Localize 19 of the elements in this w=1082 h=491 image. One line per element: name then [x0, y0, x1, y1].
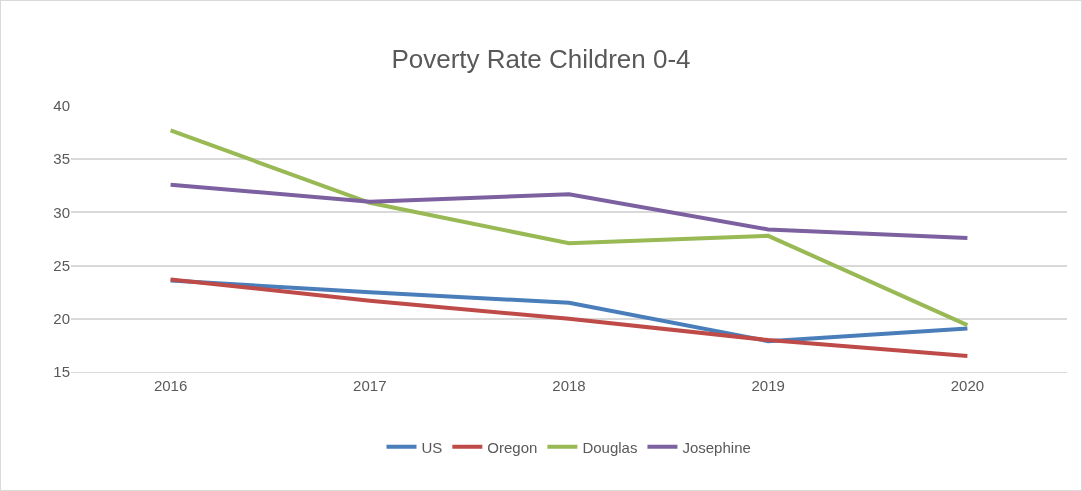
- x-tick-label: 2018: [552, 377, 586, 394]
- y-tick-label: 20: [53, 310, 70, 328]
- legend-label: Josephine: [682, 438, 751, 456]
- legend-label: Oregon: [487, 438, 538, 456]
- line-series: [168, 182, 970, 240]
- legend-label: Douglas: [582, 438, 638, 456]
- y-tick-label: 15: [53, 363, 70, 381]
- chart-title: Poverty Rate Children 0-4: [391, 44, 691, 75]
- y-tick-label: 30: [53, 203, 70, 221]
- x-tick-label: 2019: [751, 377, 785, 394]
- y-tick-label: 35: [53, 150, 70, 168]
- x-tick-label: 2016: [153, 377, 188, 394]
- legend-label: US: [421, 438, 443, 456]
- line-series: [168, 128, 970, 328]
- x-tick-label: 2017: [353, 377, 387, 394]
- line-series: [168, 277, 970, 359]
- x-tick-label: 2020: [950, 377, 985, 394]
- y-tick-label: 40: [53, 97, 70, 115]
- y-tick-label: 25: [53, 256, 70, 274]
